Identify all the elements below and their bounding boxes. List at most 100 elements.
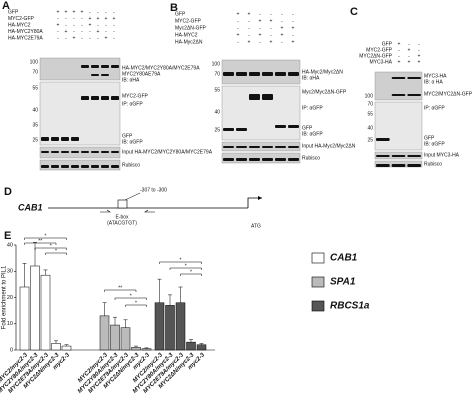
band: [91, 165, 99, 168]
error-bar: [178, 286, 183, 303]
sign: -: [237, 39, 239, 45]
sign: -: [292, 32, 294, 38]
band: [275, 72, 286, 76]
sign: -: [73, 16, 75, 22]
sign: -: [270, 32, 272, 38]
band: [41, 151, 49, 153]
bar: [131, 347, 141, 351]
band: [51, 151, 59, 153]
blot-label: HA-MYC2/MYC2Y80A/MYC2E79A: [122, 65, 200, 71]
sig-label: *: [185, 263, 187, 269]
sign: +: [418, 53, 421, 59]
sign: +: [65, 9, 68, 15]
mw-marker: 70: [32, 69, 38, 75]
band: [223, 158, 234, 161]
sig-bracket: [114, 297, 147, 300]
band: [91, 74, 99, 76]
sig-label: *: [45, 233, 47, 239]
error-bar: [189, 339, 193, 343]
band: [249, 146, 260, 148]
band: [71, 137, 79, 141]
mw-marker: 70: [367, 101, 373, 107]
bar: [19, 286, 30, 351]
sign: -: [73, 22, 75, 28]
sign: -: [248, 32, 250, 38]
sign: +: [292, 25, 295, 31]
sign: +: [105, 16, 108, 22]
sign: -: [259, 25, 261, 31]
sign: -: [259, 11, 261, 17]
legend-swatch: [311, 252, 325, 264]
band: [288, 146, 299, 148]
y-tick-label: 20: [7, 295, 13, 301]
sign: +: [248, 39, 251, 45]
sign: -: [248, 18, 250, 24]
gene-name: CAB1: [18, 202, 43, 212]
blot: [221, 85, 301, 141]
band: [288, 125, 299, 128]
mw-marker: 70: [214, 71, 220, 77]
sign: -: [73, 29, 75, 35]
sign: +: [89, 22, 92, 28]
sign: -: [97, 9, 99, 15]
sign: +: [259, 32, 262, 38]
row-name: Myc2ΔN-GFP: [175, 25, 207, 31]
legend-label: RBCS1a: [330, 301, 370, 312]
sig-label: *: [180, 257, 182, 263]
sign: +: [248, 11, 251, 17]
error-bar: [199, 343, 204, 345]
sign: -: [81, 35, 83, 41]
row-name: MYC2-GFP: [366, 47, 393, 53]
sign: +: [113, 16, 116, 22]
band: [61, 151, 69, 153]
band: [249, 158, 260, 161]
band: [101, 74, 109, 76]
sign: +: [418, 59, 421, 65]
error-bar: [43, 269, 48, 276]
band: [61, 137, 69, 141]
mw-marker: 40: [32, 107, 38, 113]
error-bar: [157, 278, 162, 303]
sign: +: [270, 18, 273, 24]
blot-label: MYC3-HA: [424, 73, 447, 79]
blot-label: IB: αGFP: [302, 131, 323, 137]
blot: [39, 159, 121, 171]
band: [61, 165, 69, 168]
ebox-label: E-box: [115, 214, 129, 220]
sign: +: [237, 11, 240, 17]
mw-marker: 35: [32, 122, 38, 128]
band: [407, 164, 421, 167]
sign: -: [65, 16, 67, 22]
sign: -: [97, 35, 99, 41]
sign: +: [97, 29, 100, 35]
mw-marker: 25: [32, 137, 38, 143]
sign: +: [281, 32, 284, 38]
sig-bracket: [45, 252, 67, 255]
sign: +: [408, 59, 411, 65]
row-name: HA-MYC2: [175, 32, 198, 38]
band: [376, 138, 390, 141]
row-name: GFP: [382, 41, 393, 47]
band: [81, 97, 89, 100]
sign: -: [57, 29, 59, 35]
blot-label: GFP: [424, 135, 435, 141]
blot-label: Input MYC3-HA: [424, 152, 460, 158]
blot: [221, 152, 301, 164]
sign: -: [57, 35, 59, 41]
sign: -: [65, 22, 67, 28]
sign: -: [89, 35, 91, 41]
band: [262, 94, 273, 100]
error-bar: [54, 340, 58, 344]
sig-bracket: [180, 273, 202, 276]
sign: +: [65, 29, 68, 35]
sign: +: [408, 47, 411, 53]
blot-label: IP: αGFP: [424, 105, 445, 111]
sign: -: [408, 53, 410, 59]
blot-label: Rubisco: [122, 162, 140, 168]
sign: +: [57, 22, 60, 28]
sign: -: [113, 22, 115, 28]
row-name: HA-Myc2ΔN: [175, 39, 203, 45]
sign: -: [418, 47, 420, 53]
bar: [51, 343, 61, 351]
